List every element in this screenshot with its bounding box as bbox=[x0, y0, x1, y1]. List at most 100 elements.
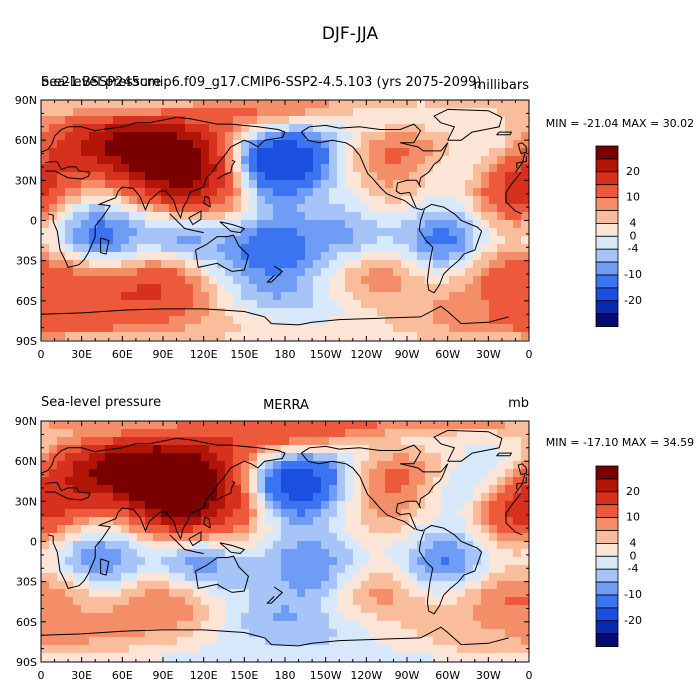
field-cell bbox=[513, 268, 521, 276]
field-cell bbox=[265, 180, 273, 188]
field-cell bbox=[369, 268, 377, 276]
field-cell bbox=[113, 485, 121, 493]
field-cell bbox=[65, 140, 73, 148]
field-cell bbox=[217, 581, 225, 589]
field-cell bbox=[89, 116, 97, 124]
field-cell bbox=[409, 188, 417, 196]
field-cell bbox=[281, 132, 289, 140]
field-cell bbox=[169, 581, 177, 589]
field-cell bbox=[329, 276, 337, 284]
field-cell bbox=[385, 637, 393, 645]
field-cell bbox=[281, 148, 289, 156]
field-cell bbox=[257, 477, 265, 485]
field-cell bbox=[369, 581, 377, 589]
field-cell bbox=[497, 180, 505, 188]
field-cell bbox=[65, 116, 73, 124]
field-cell bbox=[265, 300, 273, 308]
field-cell bbox=[145, 164, 153, 172]
field-cell bbox=[393, 525, 401, 533]
x-tick-label: 150W bbox=[310, 348, 342, 361]
field-cell bbox=[289, 653, 297, 661]
field-cell bbox=[409, 332, 417, 340]
field-cell bbox=[97, 268, 105, 276]
field-cell bbox=[305, 284, 313, 292]
field-cell bbox=[305, 244, 313, 252]
field-cell bbox=[377, 316, 385, 324]
field-cell bbox=[289, 421, 297, 429]
field-cell bbox=[185, 204, 193, 212]
field-cell bbox=[161, 260, 169, 268]
field-cell bbox=[297, 252, 305, 260]
field-cell bbox=[385, 100, 393, 108]
field-cell bbox=[169, 140, 177, 148]
field-cell bbox=[313, 653, 321, 661]
field-cell bbox=[105, 477, 113, 485]
field-cell bbox=[489, 637, 497, 645]
field-cell bbox=[521, 100, 529, 108]
field-cell bbox=[497, 605, 505, 613]
field-cell bbox=[337, 597, 345, 605]
colorbar-box bbox=[595, 184, 619, 198]
field-cell bbox=[465, 501, 473, 509]
field-cell bbox=[225, 461, 233, 469]
field-cell bbox=[249, 645, 257, 653]
field-cell bbox=[225, 557, 233, 565]
field-cell bbox=[369, 172, 377, 180]
field-cell bbox=[329, 220, 337, 228]
field-cell bbox=[473, 429, 481, 437]
field-cell bbox=[481, 549, 489, 557]
field-cell bbox=[457, 252, 465, 260]
field-cell bbox=[249, 188, 257, 196]
field-cell bbox=[345, 493, 353, 501]
field-cell bbox=[265, 517, 273, 525]
field-cell bbox=[457, 533, 465, 541]
field-cell bbox=[105, 276, 113, 284]
field-cell bbox=[409, 453, 417, 461]
field-cell bbox=[97, 645, 105, 653]
field-cell bbox=[169, 613, 177, 621]
field-cell bbox=[105, 637, 113, 645]
field-cell bbox=[281, 525, 289, 533]
field-cell bbox=[433, 493, 441, 501]
field-cell bbox=[369, 541, 377, 549]
field-cell bbox=[193, 613, 201, 621]
field-cell bbox=[145, 284, 153, 292]
field-cell bbox=[393, 517, 401, 525]
field-cell bbox=[193, 300, 201, 308]
field-cell bbox=[393, 292, 401, 300]
field-cell bbox=[297, 453, 305, 461]
field-cell bbox=[321, 565, 329, 573]
field-cell bbox=[73, 445, 81, 453]
field-cell bbox=[481, 557, 489, 565]
field-cell bbox=[145, 429, 153, 437]
field-cell bbox=[313, 485, 321, 493]
field-cell bbox=[201, 212, 209, 220]
field-cell bbox=[41, 172, 49, 180]
field-cell bbox=[209, 645, 217, 653]
x-tick-label: 90E bbox=[153, 348, 174, 361]
field-cell bbox=[225, 108, 233, 116]
field-cell bbox=[97, 148, 105, 156]
field-cell bbox=[489, 324, 497, 332]
field-cell bbox=[273, 645, 281, 653]
field-cell bbox=[185, 637, 193, 645]
field-cell bbox=[521, 461, 529, 469]
field-cell bbox=[97, 613, 105, 621]
field-cell bbox=[105, 533, 113, 541]
field-cell bbox=[201, 164, 209, 172]
field-cell bbox=[457, 557, 465, 565]
field-cell bbox=[505, 597, 513, 605]
field-cell bbox=[57, 549, 65, 557]
field-cell bbox=[297, 581, 305, 589]
field-cell bbox=[441, 549, 449, 557]
field-cell bbox=[481, 132, 489, 140]
field-cell bbox=[345, 589, 353, 597]
field-cell bbox=[209, 252, 217, 260]
field-cell bbox=[449, 124, 457, 132]
field-cell bbox=[481, 332, 489, 340]
colorbar-label: 0 bbox=[630, 229, 637, 242]
coastline bbox=[359, 154, 416, 209]
field-cell bbox=[481, 605, 489, 613]
field-cell bbox=[497, 493, 505, 501]
field-cell bbox=[153, 236, 161, 244]
